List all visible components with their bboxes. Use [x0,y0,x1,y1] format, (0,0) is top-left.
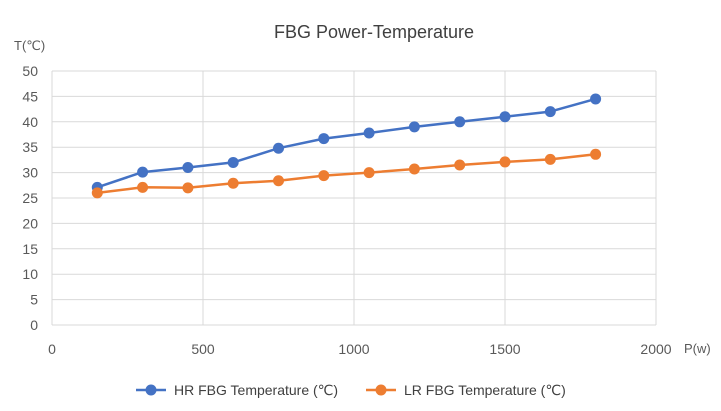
data-point-series-2 [273,175,284,187]
x-tick-label: 0 [48,341,56,357]
data-point-series-1 [137,166,149,178]
data-point-series-1 [590,93,602,105]
chart-title: FBG Power-Temperature [274,22,474,42]
data-point-series-2 [408,163,420,175]
legend-label-1: HR FBG Temperature (℃) [174,382,338,398]
data-point-series-2 [363,167,375,179]
data-point-series-1 [544,106,556,118]
x-tick-label: 500 [191,341,215,357]
y-tick-label: 15 [22,241,38,257]
data-point-series-2 [590,148,602,160]
data-point-series-1 [273,142,284,154]
y-tick-label: 40 [22,114,38,130]
y-tick-label: 0 [30,317,38,333]
x-axis-label: P(w) [684,341,711,356]
data-point-series-2 [318,170,330,182]
legend-marker-2 [375,384,387,396]
y-tick-label: 25 [22,190,38,206]
y-tick-label: 30 [22,165,38,181]
y-tick-label: 50 [22,63,38,79]
data-point-series-2 [499,156,511,168]
y-tick-label: 10 [22,266,38,282]
data-point-series-1 [499,111,511,123]
data-point-series-1 [318,133,330,145]
x-tick-label: 1000 [338,341,369,357]
legend: HR FBG Temperature (℃) LR FBG Temperature… [136,382,566,398]
grid-lines [51,70,657,326]
data-point-series-2 [544,153,556,165]
series-line-2 [96,153,597,195]
x-tick-label: 2000 [640,341,671,357]
x-tick-label: 1500 [489,341,520,357]
data-point-series-2 [182,182,194,194]
series-line-1 [96,97,597,189]
data-point-series-2 [227,177,239,189]
y-tick-label: 20 [22,215,38,231]
y-tick-label: 35 [22,139,38,155]
legend-marker-1 [145,384,157,396]
data-point-series-2 [137,181,149,193]
data-point-series-1 [227,156,239,168]
y-axis-label: T(℃) [14,38,45,53]
data-point-series-2 [91,187,103,199]
data-point-series-1 [363,127,375,139]
data-point-series-1 [182,162,194,174]
data-point-series-1 [454,116,466,128]
y-tick-label: 45 [22,88,38,104]
data-point-series-1 [408,121,420,133]
y-tick-label: 5 [30,292,38,308]
legend-label-2: LR FBG Temperature (℃) [404,382,566,398]
series-lines [91,93,602,199]
data-point-series-2 [454,159,466,171]
